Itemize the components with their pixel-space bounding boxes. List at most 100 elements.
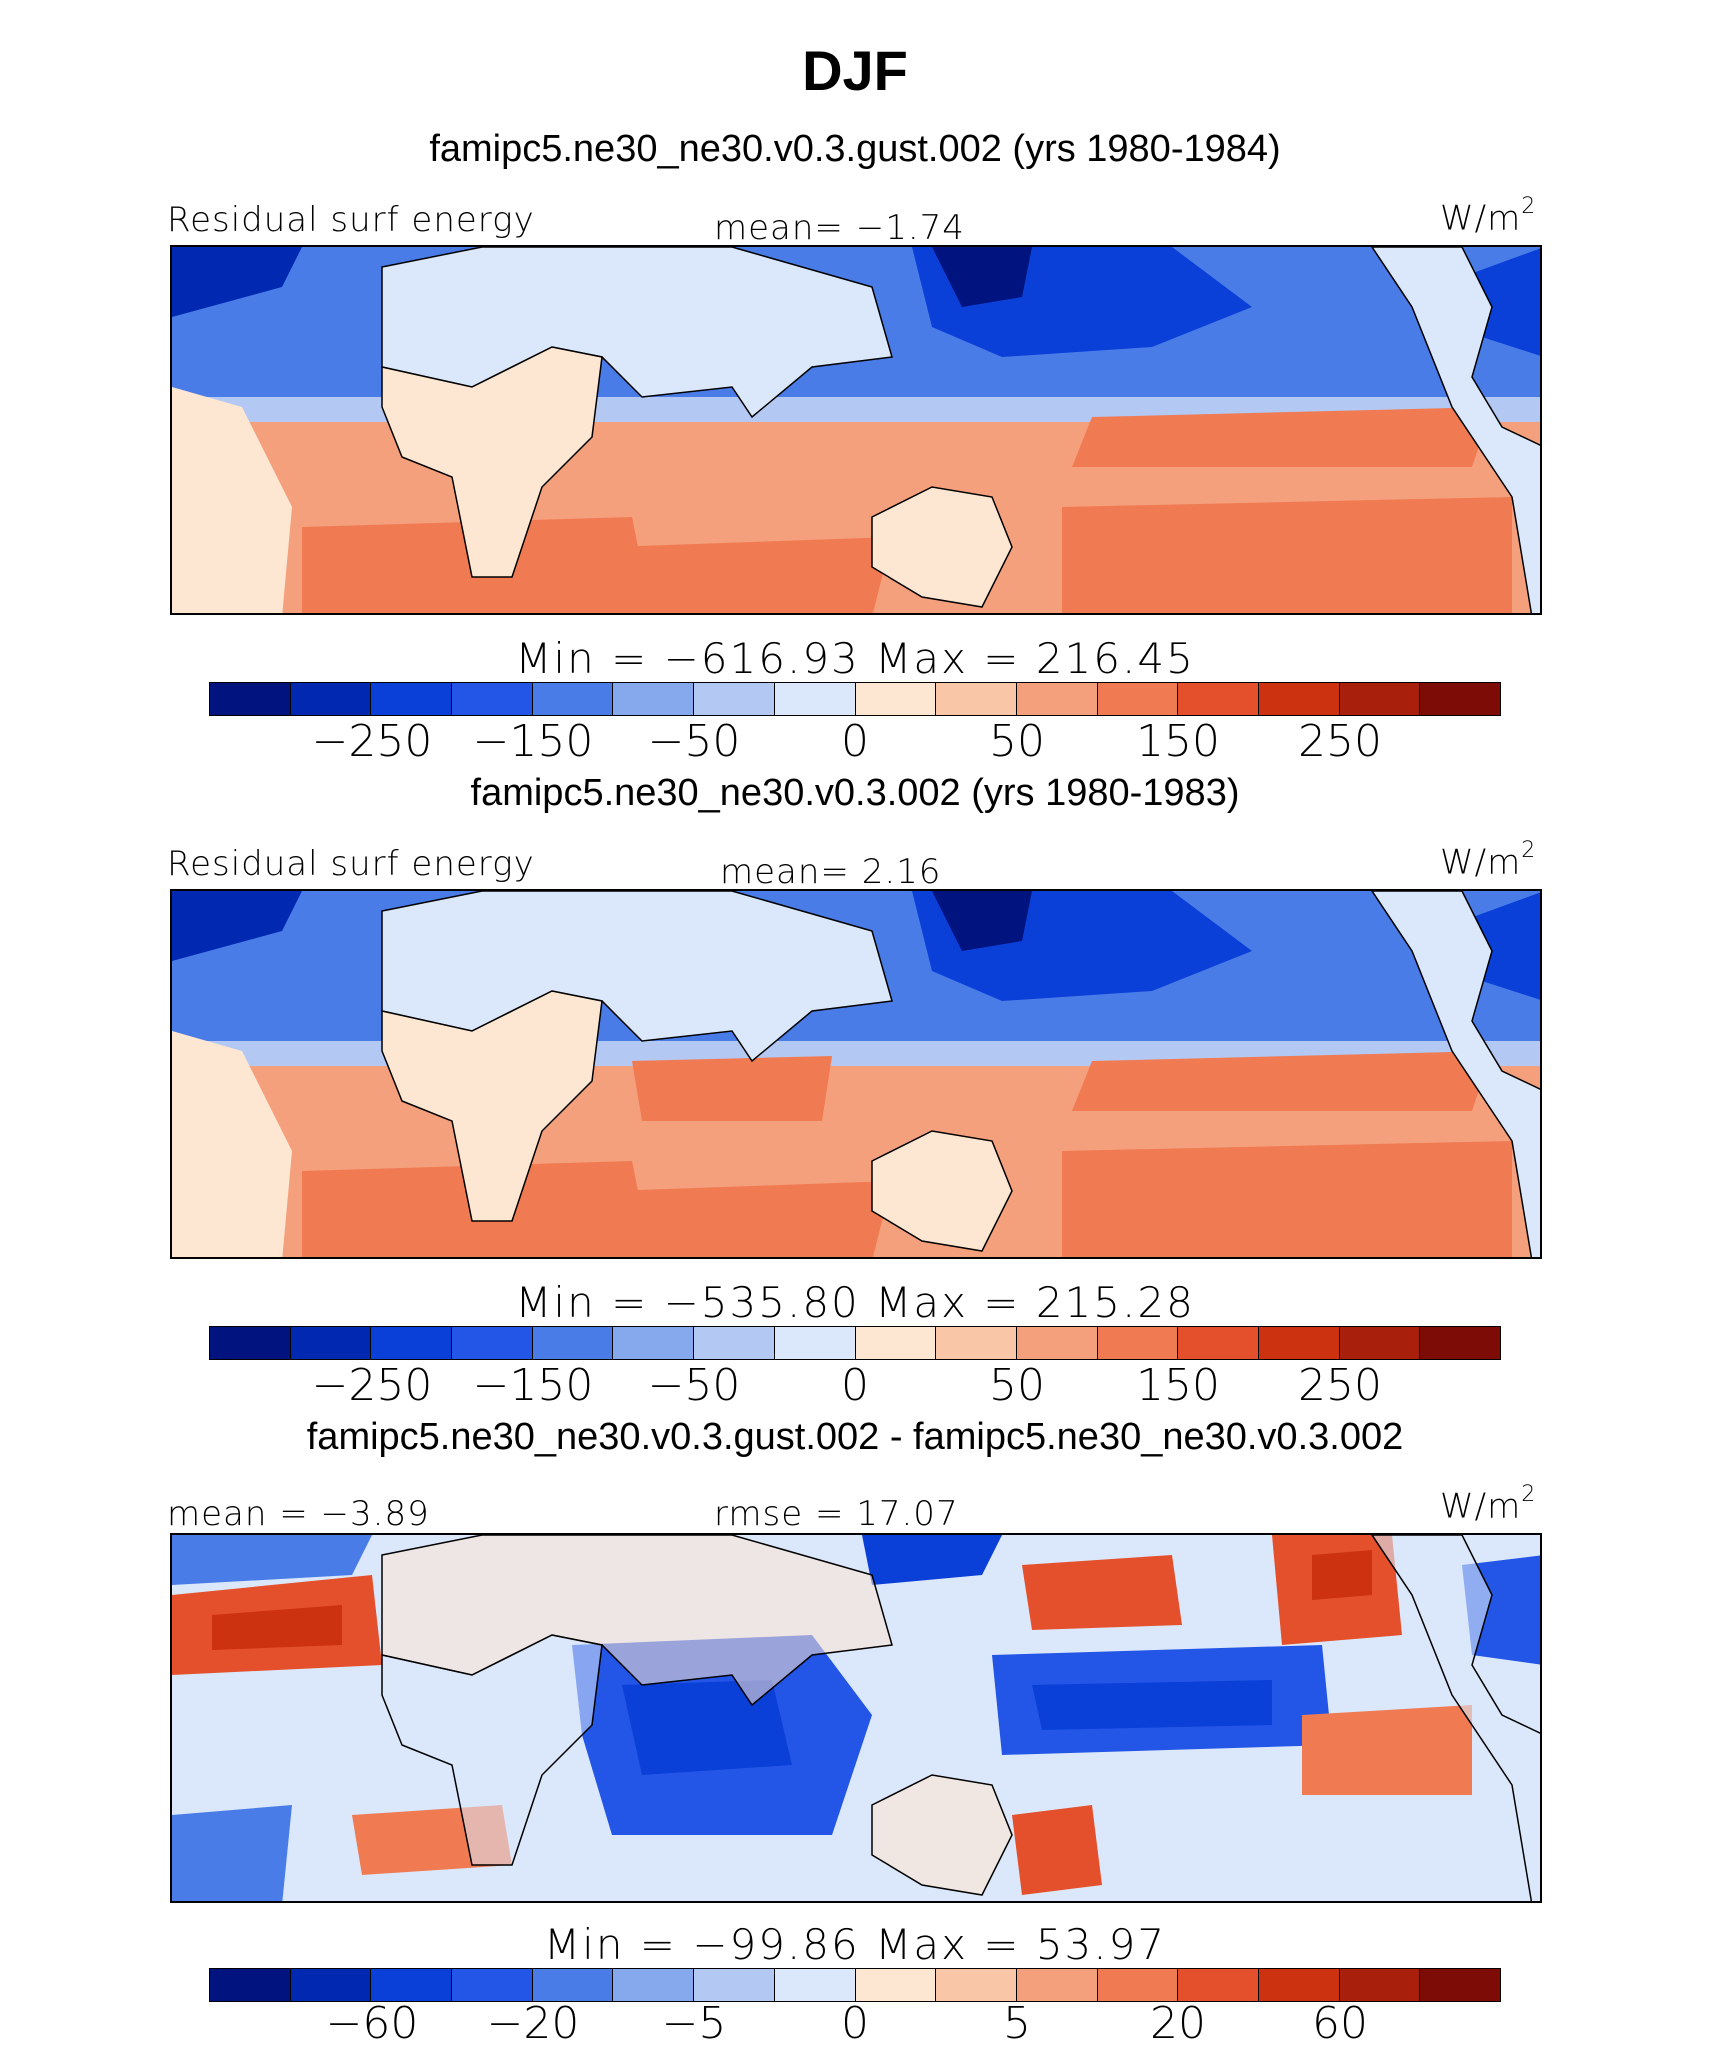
panel-2-cbar-box: [452, 1327, 533, 1359]
panel-3-kuroshio: [862, 1535, 1002, 1585]
panel-1-cbar-box: [1016, 683, 1098, 715]
panel-3-cbar-box: [1258, 1969, 1340, 2001]
panel-3-cbar-tick: −60: [325, 1998, 419, 2049]
panel-3-cbar-box: [613, 1969, 695, 2001]
panel-2-cbar-tick: 0: [841, 1360, 869, 1411]
panel-1-cbar-box: [210, 683, 291, 715]
panel-2-cbar-box: [774, 1327, 856, 1359]
panel-2-map: [170, 889, 1542, 1259]
panel-2-atl-low: [172, 891, 302, 961]
panel-2-sio-warm: [612, 1181, 892, 1257]
panel-3-cbar-tick: 5: [1003, 1998, 1031, 2049]
panel-1-mean-label: mean= −1.74: [714, 208, 965, 248]
panel-3-map-svg: [172, 1535, 1540, 1901]
panel-3-cbar-box: [532, 1969, 614, 2001]
panel-2-cbar-tick: −150: [472, 1360, 594, 1411]
panel-2-cbar-tick: 150: [1136, 1360, 1220, 1411]
panel-3-cbar-box: [1339, 1969, 1421, 2001]
panel-1-cbar-tick: 0: [841, 716, 869, 767]
panel-2-map-svg: [172, 891, 1540, 1257]
panel-3-mean-label: mean = −3.89: [167, 1494, 430, 1534]
panel-1-cbar-tick: −250: [311, 716, 433, 767]
panel-3-units-sup: 2: [1521, 1482, 1537, 1507]
panel-1-americas: [1371, 247, 1540, 613]
panel-2-cbar-box: [855, 1327, 937, 1359]
panel-3-npac-core: [1312, 1550, 1372, 1600]
panel-1-cbar-box: [855, 683, 937, 715]
panel-3-americas: [1371, 1535, 1540, 1901]
panel-3-pac-core: [1032, 1680, 1272, 1730]
panel-3-cbar-box: [210, 1969, 291, 2001]
panel-1-units-text: W/m: [1440, 198, 1522, 239]
panel-2-subtitle: famipc5.ne30_ne30.v0.3.002 (yrs 1980-198…: [470, 772, 1240, 814]
panel-1-cbar-tick: −150: [472, 716, 594, 767]
panel-2-colorbar: [209, 1326, 1501, 1360]
panel-1-cbar-tick: 50: [989, 716, 1045, 767]
panel-1-units: W/m2: [1440, 194, 1536, 239]
panel-3-cbar-box: [936, 1969, 1017, 2001]
panel-3-cbar-box: [371, 1969, 453, 2001]
panel-1-cbar-tick: −50: [647, 716, 741, 767]
panel-3-australia: [871, 1774, 1013, 1896]
panel-3-cbar-box: [452, 1969, 533, 2001]
panel-2-cbar-box: [1016, 1327, 1098, 1359]
panel-1-cbar-box: [1420, 683, 1500, 715]
panel-3-map: [170, 1533, 1542, 1903]
panel-1-minmax: Min = −616.93 Max = 216.45: [515, 634, 1195, 683]
panel-2-americas: [1371, 891, 1540, 1257]
panel-1-cbar-box: [532, 683, 614, 715]
panel-2-mean-label: mean= 2.16: [720, 852, 942, 892]
panel-2-cbar-box: [1339, 1327, 1421, 1359]
panel-1-cbar-box: [290, 683, 372, 715]
panel-3-cbar-box: [1016, 1969, 1098, 2001]
panel-1-cbar-box: [1097, 683, 1179, 715]
panel-3-epac-warm: [1302, 1705, 1472, 1795]
panel-3-cbar-box: [694, 1969, 775, 2001]
panel-1-samerica: [172, 387, 292, 613]
panel-2-cbar-box: [936, 1327, 1017, 1359]
panel-3-cbar-box: [774, 1969, 856, 2001]
panel-1-cbar-box: [1339, 683, 1421, 715]
panel-1-sio-warm: [612, 537, 892, 613]
panel-3-units: W/m2: [1440, 1482, 1536, 1527]
panel-2-australia: [871, 1130, 1013, 1252]
panel-3-satl-cool: [172, 1805, 292, 1901]
panel-2-cbar-box: [371, 1327, 453, 1359]
panel-2-cbar-box: [1178, 1327, 1259, 1359]
panel-3-io-core: [622, 1680, 792, 1775]
panel-1-subtitle: famipc5.ne30_ne30.v0.3.gust.002 (yrs 198…: [429, 128, 1281, 170]
panel-2-left-label: Residual surf energy: [167, 844, 535, 884]
panel-1-africa: [381, 346, 603, 578]
panel-2-cbar-tick: −250: [311, 1360, 433, 1411]
panel-2-spac-warm: [1062, 1141, 1512, 1257]
panel-2-cbar-tick: −50: [647, 1360, 741, 1411]
panel-2-units: W/m2: [1440, 838, 1536, 882]
panel-2-cbar-box: [694, 1327, 775, 1359]
panel-2-io-warm: [632, 1056, 832, 1121]
panel-1-cbar-box: [936, 683, 1017, 715]
panel-3-npac-warm1: [1022, 1555, 1182, 1630]
panel-1-pac-warm: [1072, 407, 1492, 467]
panel-1-map-svg: [172, 247, 1540, 613]
panel-2-samerica: [172, 1031, 292, 1257]
panel-3-cbar-box: [1178, 1969, 1259, 2001]
panel-1-cbar-box: [694, 683, 775, 715]
panel-3-cbar-box: [1097, 1969, 1179, 2001]
panel-1-cbar-tick: 250: [1298, 716, 1382, 767]
panel-1-kuroshio-core: [932, 247, 1032, 307]
panel-3-cbar-box: [290, 1969, 372, 2001]
panel-2-pac-warm: [1072, 1051, 1492, 1111]
panel-3-rmse-label: rmse = 17.07: [714, 1494, 959, 1534]
panel-1-cbar-tick: 150: [1136, 716, 1220, 767]
panel-3-subtitle: famipc5.ne30_ne30.v0.3.gust.002 - famipc…: [306, 1416, 1404, 1458]
panel-1-cbar-box: [1178, 683, 1259, 715]
panel-2-cbar-tick: 250: [1298, 1360, 1382, 1411]
panel-1-atl-low: [172, 247, 302, 317]
panel-1-cbar-box: [774, 683, 856, 715]
panel-3-cbar-box: [855, 1969, 937, 2001]
panel-3-units-text: W/m: [1440, 1486, 1522, 1527]
figure-title: DJF: [802, 39, 908, 102]
panel-2-cbar-box: [532, 1327, 614, 1359]
panel-3-spac-warm: [1012, 1805, 1102, 1895]
panel-1-left-label: Residual surf energy: [167, 200, 535, 240]
